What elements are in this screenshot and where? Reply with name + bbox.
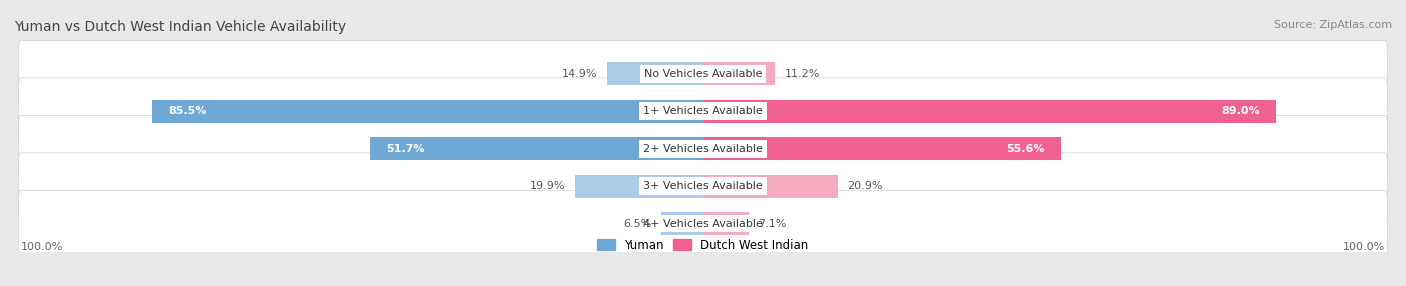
Bar: [152, 100, 703, 123]
Bar: [703, 100, 1277, 123]
Bar: [703, 212, 749, 235]
Text: 100.0%: 100.0%: [1343, 242, 1385, 252]
Text: Source: ZipAtlas.com: Source: ZipAtlas.com: [1274, 20, 1392, 30]
Text: 7.1%: 7.1%: [758, 219, 787, 229]
Text: 100.0%: 100.0%: [21, 242, 63, 252]
Legend: Yuman, Dutch West Indian: Yuman, Dutch West Indian: [592, 234, 814, 256]
Bar: [703, 62, 775, 85]
Text: 4+ Vehicles Available: 4+ Vehicles Available: [643, 219, 763, 229]
Bar: [703, 137, 1062, 160]
Text: 11.2%: 11.2%: [785, 69, 820, 79]
Text: 14.9%: 14.9%: [562, 69, 598, 79]
Text: 6.5%: 6.5%: [623, 219, 651, 229]
Text: 2+ Vehicles Available: 2+ Vehicles Available: [643, 144, 763, 154]
Text: 20.9%: 20.9%: [848, 181, 883, 191]
FancyBboxPatch shape: [18, 153, 1388, 219]
FancyBboxPatch shape: [18, 115, 1388, 182]
Text: 1+ Vehicles Available: 1+ Vehicles Available: [643, 106, 763, 116]
Text: Yuman vs Dutch West Indian Vehicle Availability: Yuman vs Dutch West Indian Vehicle Avail…: [14, 20, 346, 34]
Text: 19.9%: 19.9%: [530, 181, 565, 191]
Text: No Vehicles Available: No Vehicles Available: [644, 69, 762, 79]
Bar: [607, 62, 703, 85]
Text: 3+ Vehicles Available: 3+ Vehicles Available: [643, 181, 763, 191]
FancyBboxPatch shape: [18, 190, 1388, 257]
Bar: [370, 137, 703, 160]
Text: 89.0%: 89.0%: [1222, 106, 1260, 116]
Text: 55.6%: 55.6%: [1007, 144, 1045, 154]
Text: 85.5%: 85.5%: [169, 106, 207, 116]
Bar: [575, 174, 703, 198]
Bar: [703, 174, 838, 198]
Text: 51.7%: 51.7%: [387, 144, 425, 154]
FancyBboxPatch shape: [18, 78, 1388, 144]
FancyBboxPatch shape: [18, 40, 1388, 107]
Bar: [661, 212, 703, 235]
